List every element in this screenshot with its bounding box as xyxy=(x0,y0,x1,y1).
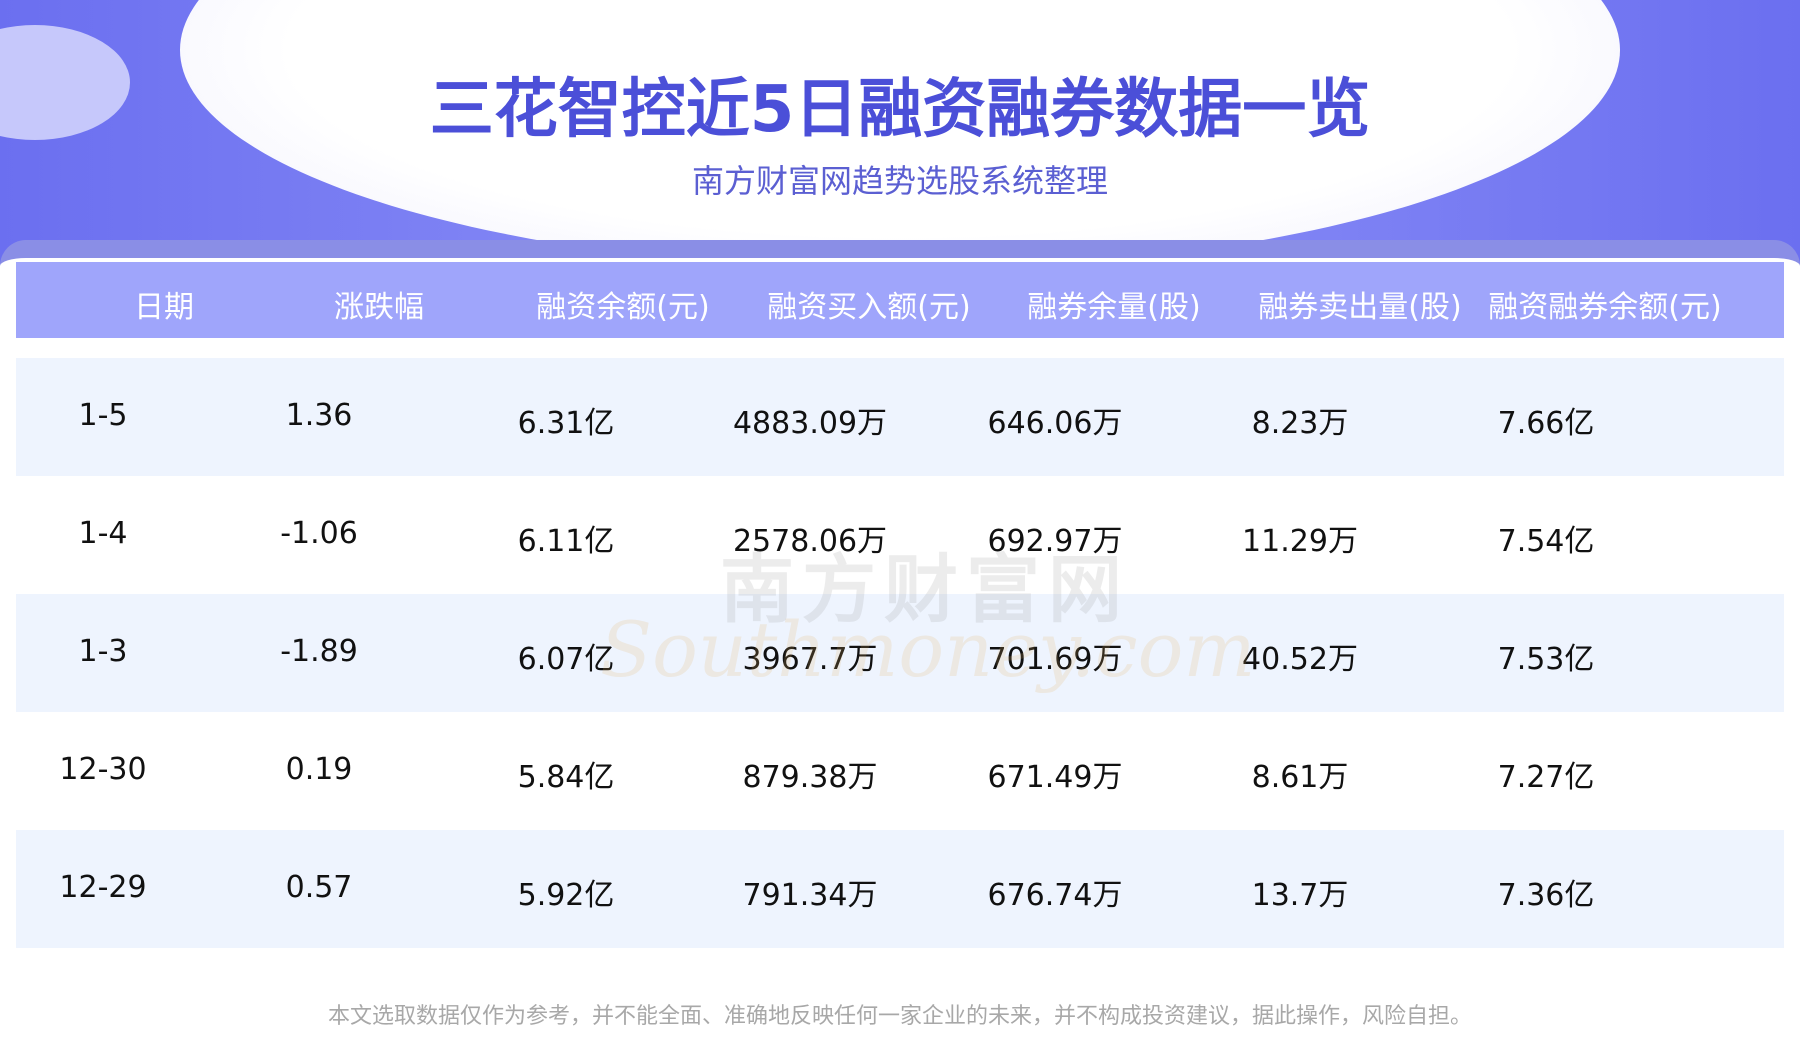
row-background xyxy=(16,594,1784,712)
table-cell: 879.38万 xyxy=(742,760,878,795)
table-cell: 671.49万 xyxy=(987,760,1123,795)
table-cell: 4883.09万 xyxy=(732,406,888,441)
column-header: 融资融券余额(元) xyxy=(1488,290,1722,325)
table-cell: 0.57 xyxy=(285,870,353,905)
table-cell: 1-3 xyxy=(78,634,128,669)
table-cell: 7.36亿 xyxy=(1497,878,1595,913)
table-cell: 1.36 xyxy=(285,398,353,433)
table-cell: 7.66亿 xyxy=(1497,406,1595,441)
column-header: 融资买入额(元) xyxy=(767,290,971,325)
table-cell: 3967.7万 xyxy=(742,642,878,677)
table-cell: 8.61万 xyxy=(1251,760,1349,795)
table-cell: 692.97万 xyxy=(987,524,1123,559)
watermark: 南方财富网 xyxy=(720,547,1130,633)
table-cell: 1-5 xyxy=(78,398,128,433)
header-row xyxy=(16,262,1784,338)
table-cell: 6.11亿 xyxy=(517,524,615,559)
column-header: 融资余额(元) xyxy=(536,290,710,325)
table-cell: 11.29万 xyxy=(1242,524,1358,559)
column-header: 融券卖出量(股) xyxy=(1258,290,1462,325)
row-background xyxy=(16,358,1784,476)
row-background xyxy=(16,830,1784,948)
table-cell: 7.27亿 xyxy=(1497,760,1595,795)
table-cell: 0.19 xyxy=(285,752,353,787)
table-cell: 5.84亿 xyxy=(517,760,615,795)
table-cell: 646.06万 xyxy=(987,406,1123,441)
table-cell: 5.92亿 xyxy=(517,878,615,913)
table-cell: 40.52万 xyxy=(1242,642,1358,677)
table-cell: -1.89 xyxy=(280,634,358,669)
table-cell: 701.69万 xyxy=(987,642,1123,677)
table-cell: 13.7万 xyxy=(1251,878,1349,913)
footer-note: 本文选取数据仅作为参考，并不能全面、准确地反映任何一家企业的未来，并不构成投资建… xyxy=(327,1004,1472,1029)
subtitle: 南方财富网趋势选股系统整理 xyxy=(691,162,1108,200)
table-cell: 6.07亿 xyxy=(517,642,615,677)
table-cell: 2578.06万 xyxy=(732,524,888,559)
table-cell: 12-30 xyxy=(59,752,147,787)
column-header: 日期 xyxy=(134,290,194,325)
title: 三花智控近5日融资融券数据一览 xyxy=(429,73,1371,147)
table-cell: 791.34万 xyxy=(742,878,878,913)
table-cell: 12-29 xyxy=(59,870,147,905)
column-header: 融券余量(股) xyxy=(1027,290,1201,325)
watermark: Southmoney.com xyxy=(600,605,1256,694)
column-header: 涨跌幅 xyxy=(334,290,424,325)
table-cell: 6.31亿 xyxy=(517,406,615,441)
table-cell: 1-4 xyxy=(78,516,128,551)
table-cell: 8.23万 xyxy=(1251,406,1349,441)
table-cell: 7.53亿 xyxy=(1497,642,1595,677)
table-cell: -1.06 xyxy=(280,516,358,551)
table-cell: 7.54亿 xyxy=(1497,524,1595,559)
table-cell: 676.74万 xyxy=(987,878,1123,913)
